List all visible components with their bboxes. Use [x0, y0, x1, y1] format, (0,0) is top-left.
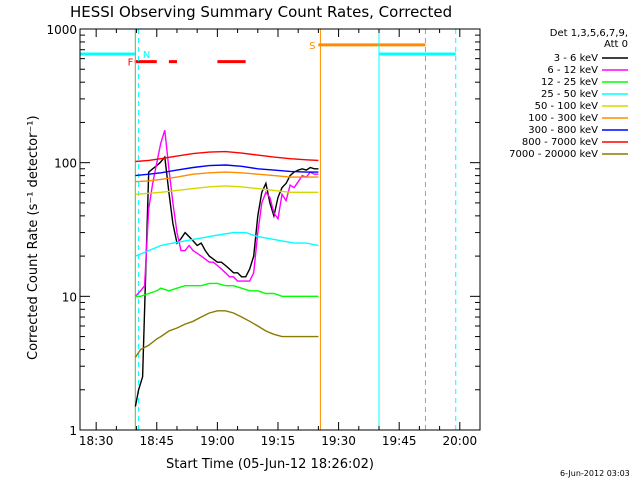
legend-header: Att 0: [604, 39, 628, 50]
legend-entry: 50 - 100 keV: [535, 101, 599, 112]
x-tick-label: 19:30: [321, 434, 356, 448]
x-tick-label: 19:00: [200, 434, 235, 448]
legend-entry: 100 - 300 keV: [528, 113, 598, 124]
y-tick-label: 1: [69, 424, 77, 438]
flag-labels: FN S: [128, 41, 316, 69]
chart-title: HESSI Observing Summary Count Rates, Cor…: [70, 3, 452, 21]
series-line-6-12-kev: [134, 129, 319, 297]
series-line-7000-20000-kev: [134, 310, 319, 358]
date-stamp: 6-Jun-2012 03:03: [560, 469, 630, 478]
plot-frame: [79, 28, 481, 431]
flag-bars: [80, 43, 456, 64]
y-tick-label: 10: [62, 290, 77, 304]
series-lines: [134, 129, 319, 407]
legend-entry: 300 - 800 keV: [528, 125, 598, 136]
y-tick-label: 100: [54, 157, 77, 171]
series-line-800-7000-kev: [135, 150, 319, 163]
legend-entry: 800 - 7000 keV: [522, 137, 598, 148]
y-axis-ticks: 1 10 100 1000: [46, 23, 480, 438]
legend-entry: 6 - 12 keV: [547, 65, 598, 76]
legend-entry: 7000 - 20000 keV: [509, 149, 598, 160]
legend-header: Det 1,3,5,6,7,9,: [550, 28, 628, 39]
x-tick-label: 18:30: [79, 434, 114, 448]
series-line-12-25-kev: [135, 282, 319, 297]
vertical-lines: [134, 29, 457, 430]
series-line-50-100-kev: [135, 185, 319, 195]
x-tick-label: 20:00: [443, 434, 478, 448]
flag-label-s: S: [309, 41, 315, 52]
series-line-25-50-kev: [135, 231, 319, 257]
series-line-100-300-kev: [135, 171, 319, 183]
legend-entry: 25 - 50 keV: [541, 89, 598, 100]
x-tick-label: 19:15: [261, 434, 296, 448]
legend-entry: 3 - 6 keV: [554, 53, 598, 64]
series-line-300-800-kev: [135, 164, 319, 177]
x-axis-ticks: 18:30 18:45 19:00 19:15 19:30 19:45 20:00: [79, 29, 477, 448]
legend-entry: 12 - 25 keV: [541, 77, 598, 88]
x-tick-label: 18:45: [139, 434, 174, 448]
y-tick-label: 1000: [46, 23, 77, 37]
series-line-3-6-kev: [134, 155, 319, 407]
flag-label-n: N: [143, 50, 150, 61]
x-tick-label: 19:45: [382, 434, 417, 448]
flag-label-f: F: [128, 58, 134, 69]
x-axis-label: Start Time (05-Jun-12 18:26:02): [166, 457, 374, 472]
y-axis-label: Corrected Count Rate (s⁻¹ detector⁻¹): [26, 115, 41, 360]
